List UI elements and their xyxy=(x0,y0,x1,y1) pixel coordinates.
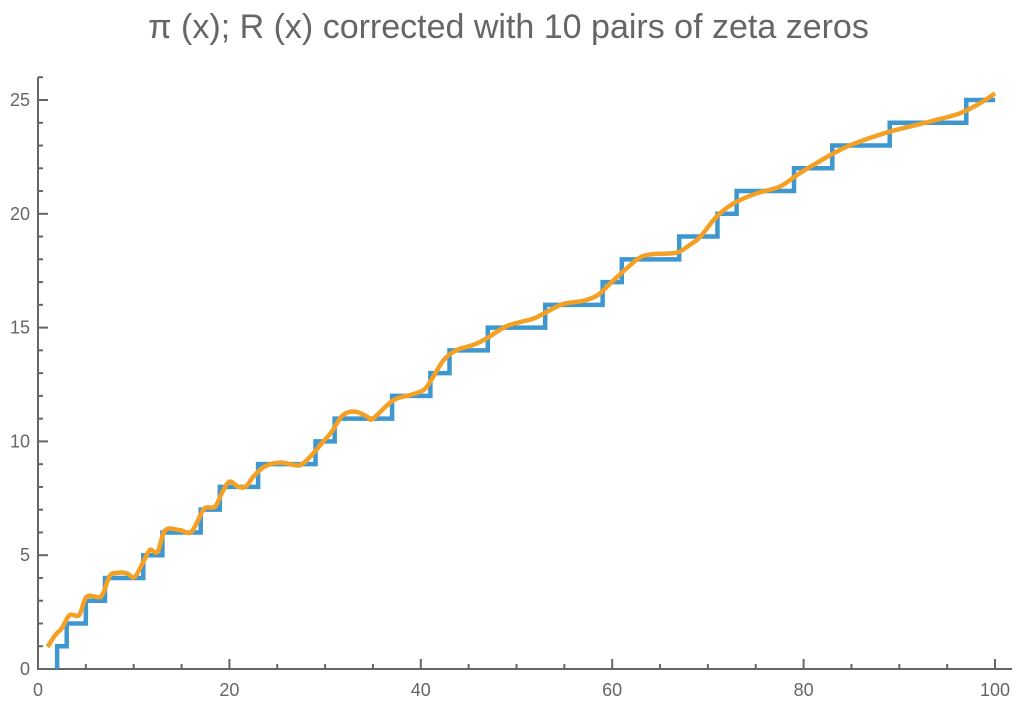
x-tick-label: 100 xyxy=(980,680,1010,700)
prime-count-step-line xyxy=(54,97,995,669)
y-tick-label: 5 xyxy=(20,545,30,565)
x-tick-label: 0 xyxy=(33,680,43,700)
chart-title: π (x); R (x) corrected with 10 pairs of … xyxy=(148,8,869,46)
y-tick-label: 0 xyxy=(20,659,30,679)
y-tick-label: 20 xyxy=(10,204,30,224)
x-tick-label: 80 xyxy=(794,680,814,700)
riemann-r-curve xyxy=(45,91,997,649)
y-tick-label: 25 xyxy=(10,90,30,110)
x-tick-label: 20 xyxy=(219,680,239,700)
x-tick-label: 40 xyxy=(411,680,431,700)
y-tick-label: 10 xyxy=(10,431,30,451)
x-tick-label: 60 xyxy=(602,680,622,700)
y-tick-label: 15 xyxy=(10,318,30,338)
